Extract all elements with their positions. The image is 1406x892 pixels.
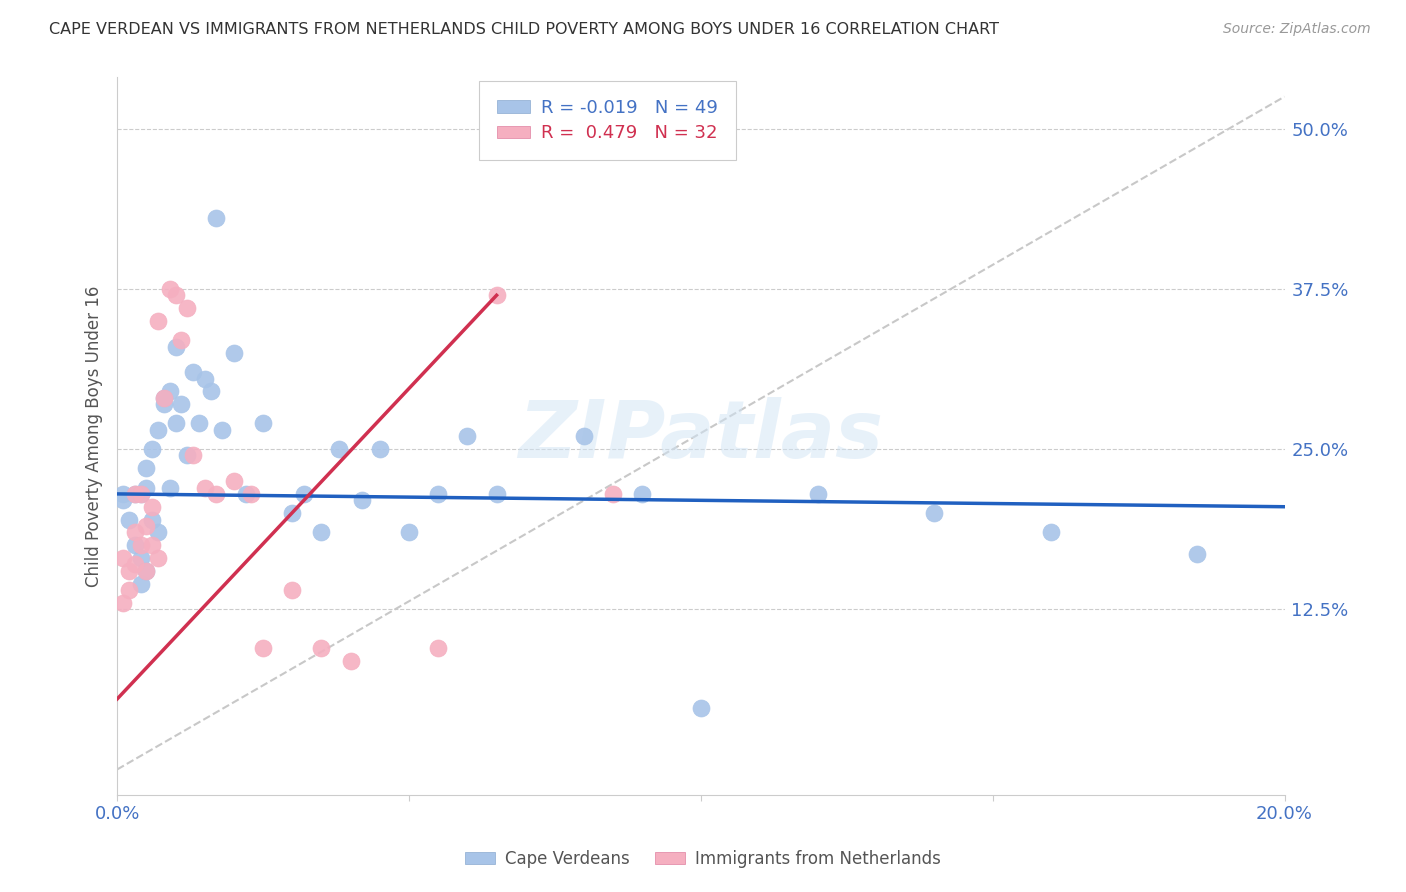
- Point: [129, 487, 152, 501]
- Point: [112, 596, 135, 610]
- Point: [181, 449, 204, 463]
- Point: [456, 429, 478, 443]
- Point: [311, 525, 333, 540]
- Point: [398, 525, 420, 540]
- Point: [292, 487, 315, 501]
- Text: ZIPatlas: ZIPatlas: [519, 397, 883, 475]
- Legend: Cape Verdeans, Immigrants from Netherlands: Cape Verdeans, Immigrants from Netherlan…: [458, 844, 948, 875]
- Point: [135, 481, 157, 495]
- Point: [146, 314, 169, 328]
- Point: [1040, 525, 1063, 540]
- Point: [368, 442, 391, 456]
- Point: [689, 701, 711, 715]
- Point: [129, 538, 152, 552]
- Point: [1185, 547, 1208, 561]
- Y-axis label: Child Poverty Among Boys Under 16: Child Poverty Among Boys Under 16: [86, 285, 103, 587]
- Point: [135, 461, 157, 475]
- Point: [222, 474, 245, 488]
- Point: [339, 653, 361, 667]
- Point: [200, 384, 222, 399]
- Point: [427, 640, 450, 655]
- Legend: R = -0.019   N = 49, R =  0.479   N = 32: R = -0.019 N = 49, R = 0.479 N = 32: [485, 87, 730, 155]
- Point: [311, 640, 333, 655]
- Point: [159, 481, 181, 495]
- Point: [602, 487, 624, 501]
- Point: [135, 564, 157, 578]
- Point: [135, 519, 157, 533]
- Point: [124, 487, 146, 501]
- Point: [485, 288, 508, 302]
- Point: [141, 500, 163, 514]
- Point: [806, 487, 828, 501]
- Point: [124, 558, 146, 572]
- Point: [194, 371, 217, 385]
- Point: [328, 442, 350, 456]
- Point: [129, 487, 152, 501]
- Point: [153, 391, 176, 405]
- Point: [194, 481, 217, 495]
- Point: [129, 551, 152, 566]
- Point: [146, 551, 169, 566]
- Point: [205, 211, 228, 226]
- Point: [170, 397, 193, 411]
- Point: [146, 423, 169, 437]
- Point: [211, 423, 233, 437]
- Point: [281, 506, 304, 520]
- Point: [572, 429, 595, 443]
- Point: [205, 487, 228, 501]
- Point: [118, 582, 141, 597]
- Point: [135, 564, 157, 578]
- Text: Source: ZipAtlas.com: Source: ZipAtlas.com: [1223, 22, 1371, 37]
- Point: [176, 301, 198, 315]
- Point: [112, 493, 135, 508]
- Point: [235, 487, 257, 501]
- Point: [924, 506, 946, 520]
- Point: [118, 564, 141, 578]
- Point: [252, 417, 274, 431]
- Point: [631, 487, 654, 501]
- Point: [112, 487, 135, 501]
- Point: [170, 333, 193, 347]
- Point: [281, 582, 304, 597]
- Point: [129, 576, 152, 591]
- Point: [240, 487, 263, 501]
- Point: [124, 525, 146, 540]
- Point: [165, 417, 187, 431]
- Point: [165, 340, 187, 354]
- Point: [159, 282, 181, 296]
- Point: [187, 417, 209, 431]
- Point: [146, 525, 169, 540]
- Text: CAPE VERDEAN VS IMMIGRANTS FROM NETHERLANDS CHILD POVERTY AMONG BOYS UNDER 16 CO: CAPE VERDEAN VS IMMIGRANTS FROM NETHERLA…: [49, 22, 1000, 37]
- Point: [153, 397, 176, 411]
- Point: [165, 288, 187, 302]
- Point: [352, 493, 374, 508]
- Point: [124, 538, 146, 552]
- Point: [159, 384, 181, 399]
- Point: [141, 442, 163, 456]
- Point: [112, 551, 135, 566]
- Point: [427, 487, 450, 501]
- Point: [141, 512, 163, 526]
- Point: [485, 487, 508, 501]
- Point: [252, 640, 274, 655]
- Point: [124, 487, 146, 501]
- Point: [118, 512, 141, 526]
- Point: [176, 449, 198, 463]
- Point: [181, 365, 204, 379]
- Point: [222, 346, 245, 360]
- Point: [153, 391, 176, 405]
- Point: [141, 538, 163, 552]
